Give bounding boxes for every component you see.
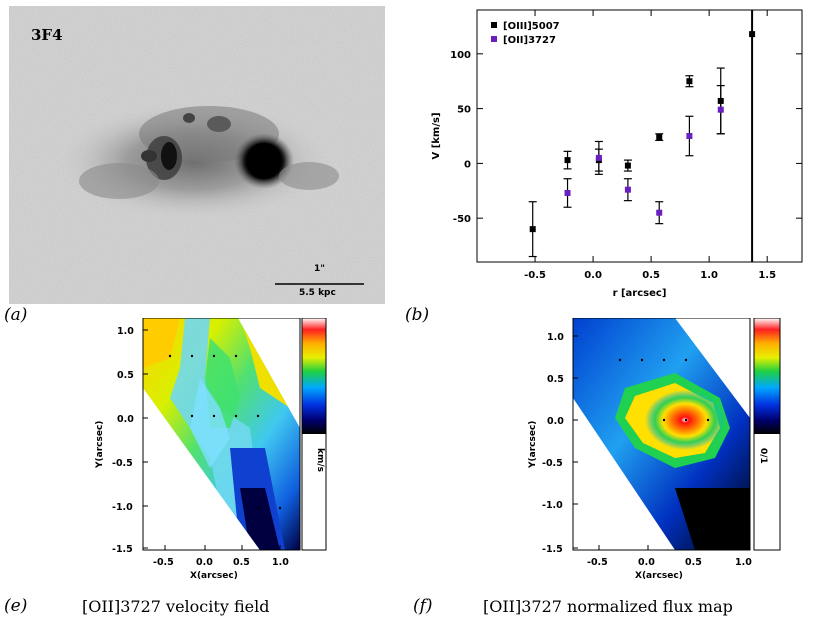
data-point-s1-5 [717,106,724,113]
fx-xtick-3: 1.0 [735,557,752,568]
data-point-s0-5 [686,78,693,85]
data-point-s1-0 [564,189,571,196]
vf-colorbar-label: km/s [315,448,325,472]
x-tick-label-2: 0.5 [642,270,660,281]
panel-label-a: (a) [4,305,28,325]
vf-ytick-0: 1.0 [117,326,134,337]
x-tick-label-3: 1.0 [700,270,718,281]
vf-ytick-3: -0.5 [112,458,133,469]
data-point-s0-7 [749,31,756,38]
fx-ytick-3: -0.5 [542,458,563,469]
fx-colorbar-label: 0/1 [758,448,768,464]
panel-label-b: (b) [405,305,430,325]
y-tick-label-2: 50 [457,105,471,116]
data-point-s0-4 [656,134,663,141]
velocity-colorbar [302,318,326,434]
fx-xlabel: X(arcsec) [635,571,683,581]
legend-label-1: [OII]3727 [503,35,556,46]
panel-label-e: (e) [4,596,28,616]
legend-label-0: [OIII]5007 [503,21,560,32]
data-point-s0-0 [529,226,536,233]
legend-marker-0 [491,22,497,28]
galaxy-image-panel: 3F4 1" 5.5 kpc [9,6,385,304]
data-point-s1-3 [656,209,663,216]
vf-ytick-5: -1.5 [112,544,133,555]
data-point-s0-3 [624,162,631,169]
plot-frame [476,9,803,263]
vf-xtick-2: 0.5 [233,557,250,568]
fx-xtick-0: -0.5 [587,557,608,568]
vf-xtick-3: 1.0 [272,557,289,568]
caption-e: [OII]3727 velocity field [82,597,270,616]
data-point-s1-4 [686,133,693,139]
fx-ytick-0: 1.0 [547,332,564,343]
y-tick-label-0: -50 [453,214,471,225]
object-label: 3F4 [31,26,63,44]
vf-ytick-4: -1.0 [112,502,133,513]
legend-marker-1 [491,36,497,42]
vf-xlabel: X(arcsec) [190,571,238,581]
fx-xtick-2: 0.5 [685,557,702,568]
flux-colorbar [754,318,780,434]
vf-ytick-2: 0.0 [117,414,134,425]
x-tick-label-4: 1.5 [758,270,776,281]
fx-ytick-4: -1.0 [542,500,563,511]
scale-kpc-label: 5.5 kpc [299,288,336,298]
y-tick-label-3: 100 [450,50,471,61]
fx-ytick-5: -1.5 [542,544,563,555]
velocity-scatter-chart: -0.5 0.0 0.5 1.0 1.5 -50 0 50 100 r [arcsec] V [km… [431,9,803,299]
data-point-s1-2 [624,186,631,193]
caption-f: [OII]3727 normalized flux map [483,597,733,616]
y-axis-label: V [km/s] [431,112,442,159]
fx-xtick-1: 0.0 [638,557,655,568]
data-point-s0-1 [564,157,571,164]
fx-ytick-2: 0.0 [547,416,564,427]
x-axis-label: r [arcsec] [613,288,667,299]
galaxy-image [9,6,385,304]
fx-ytick-1: 0.5 [547,374,564,385]
vf-xtick-1: 0.0 [196,557,213,568]
x-tick-label-1: 0.0 [584,270,602,281]
data-point-s1-1 [595,154,602,161]
velocity-field-panel: 1.0 0.5 0.0 -0.5 -1.0 -1.5 -0.5 0.0 0.5 … [90,317,330,590]
fx-ylabel: Y(arcsec) [528,421,538,469]
vf-ylabel: Y(arcsec) [95,421,105,469]
flux-map-panel: 1.0 0.5 0.0 -0.5 -1.0 -1.5 -0.5 0.0 0.5 … [525,317,785,590]
x-tick-label-0: -0.5 [524,270,546,281]
scale-arcsec-label: 1" [314,264,325,274]
vf-xtick-0: -0.5 [153,557,174,568]
y-tick-label-1: 0 [464,159,471,170]
vf-ytick-1: 0.5 [117,370,134,381]
flux-map: 1.0 0.5 0.0 -0.5 -1.0 -1.5 -0.5 0.0 0.5 … [528,317,781,581]
velocity-field-map: 1.0 0.5 0.0 -0.5 -1.0 -1.5 -0.5 0.0 0.5 … [95,317,327,581]
panel-label-f: (f) [413,596,433,616]
